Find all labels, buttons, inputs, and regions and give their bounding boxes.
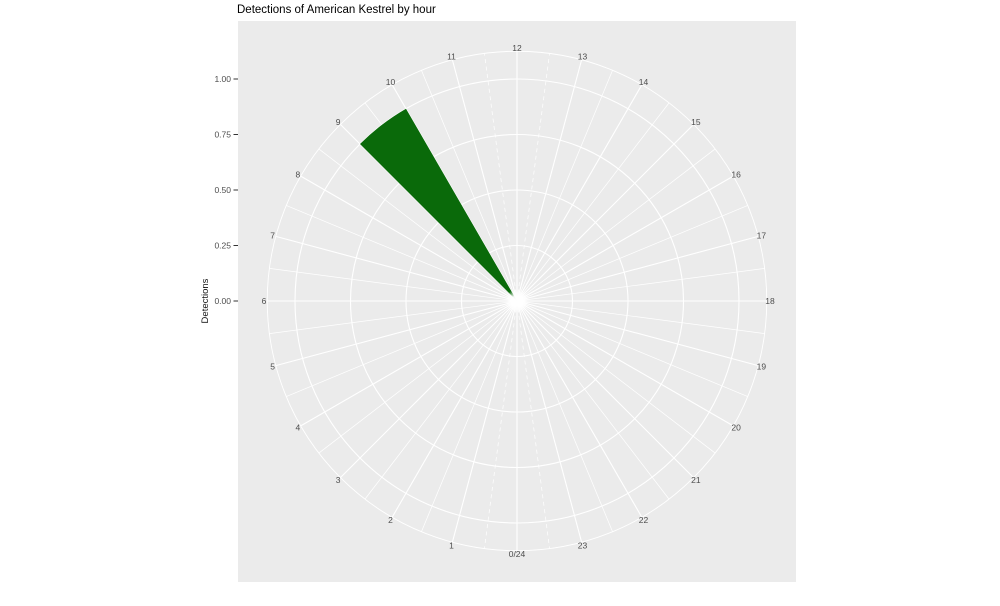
half-hour-gridline [318,148,518,302]
hour-label-10: 10 [386,77,396,87]
half-hour-gridline [269,268,518,302]
hour-gridline [516,300,734,427]
hour-label-18: 18 [765,296,775,306]
hour-label-9: 9 [336,117,341,127]
hour-label-6: 6 [262,296,267,306]
hour-label-5: 5 [270,362,275,372]
chart-title: Detections of American Kestrel by hour [237,4,436,16]
hour-gridline [300,175,518,302]
half-hour-gridline [516,70,613,302]
half-hour-gridline [516,268,765,302]
hour-label-4: 4 [296,423,301,433]
hour-label-13: 13 [578,52,588,62]
half-hour-gridline [516,300,748,397]
r-tick-label: 0.75 [214,130,231,140]
half-hour-gridline [516,205,748,302]
hour-label-20: 20 [731,423,741,433]
half-hour-gridline [286,300,518,397]
hour-gridline [516,300,694,478]
hour-gridline [516,124,694,302]
half-hour-gridline [516,102,670,302]
hour-gridline [451,300,518,543]
hour-label-16: 16 [731,170,741,180]
half-hour-gridline [516,300,765,334]
hour-gridline [516,59,583,302]
hour-label-11: 11 [447,52,456,62]
half-hour-gridline [286,205,518,302]
half-hour-gridline [516,148,716,302]
hour-gridline [275,235,518,302]
hour-label-23: 23 [578,540,588,550]
half-hour-gridline [516,300,613,532]
r-tick-label: 0.00 [214,296,231,306]
hour-gridline [340,300,518,478]
hour-gridline [275,300,518,367]
bar-hour-9 [360,108,517,301]
half-hour-gridline [421,300,518,532]
hour-gridline [451,59,518,302]
half-hour-gridline [516,300,670,500]
hour-label-0-24: 0/24 [509,549,526,559]
hour-gridline [391,300,518,518]
hour-label-22: 22 [639,515,649,525]
hour-label-2: 2 [388,515,393,525]
half-hour-gridline [364,300,518,500]
hour-label-15: 15 [691,117,701,127]
hour-label-3: 3 [336,475,341,485]
r-tick-label: 0.50 [214,185,231,195]
hour-gridline [300,300,518,427]
hour-label-8: 8 [296,170,301,180]
hour-gridline [516,235,759,302]
hour-label-17: 17 [757,231,767,241]
hour-gridline [516,175,734,302]
hour-gridline [516,300,643,518]
hour-gridline [516,300,759,367]
hour-gridline [516,300,583,543]
center-glow [505,289,529,313]
hour-label-21: 21 [691,475,701,485]
half-hour-gridline [516,300,716,454]
half-hour-gridline [421,70,518,302]
half-hour-gridline [269,300,518,334]
r-tick-label: 0.25 [214,241,231,251]
hour-label-19: 19 [757,362,767,372]
hour-label-12: 12 [512,43,522,53]
hour-gridline [516,84,643,302]
hour-label-7: 7 [270,231,275,241]
hour-label-14: 14 [639,77,649,87]
hour-label-1: 1 [449,540,454,550]
r-tick-label: 1.00 [214,74,231,84]
half-hour-gridline [318,300,518,454]
